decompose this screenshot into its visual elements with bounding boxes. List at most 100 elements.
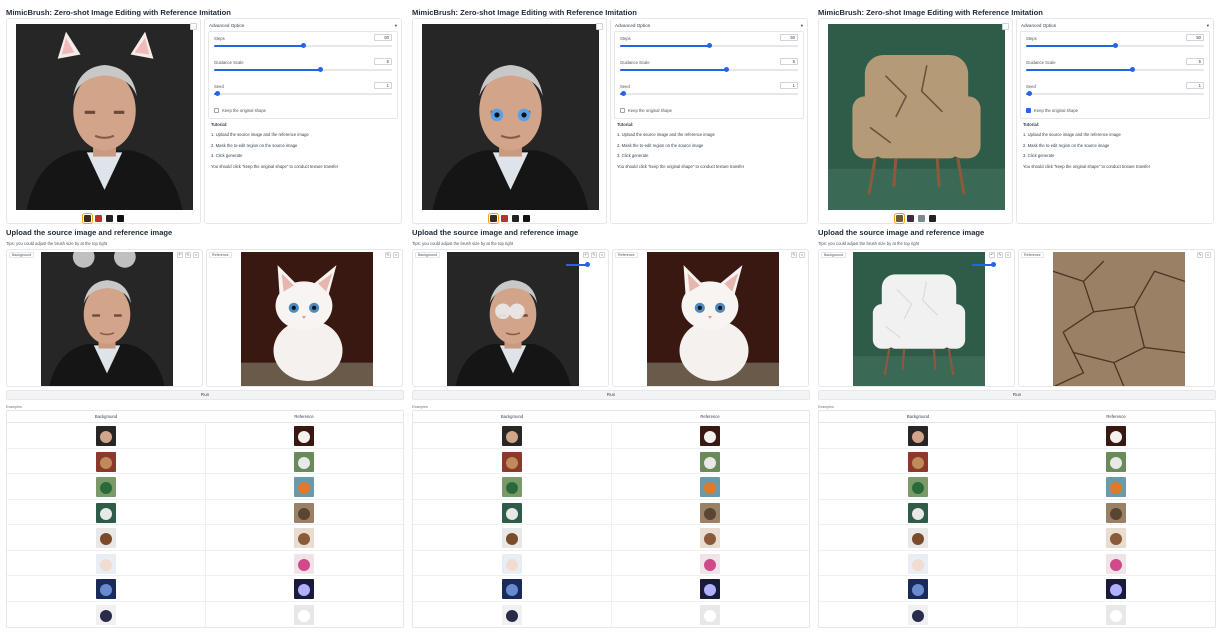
example-background-cell[interactable] <box>819 423 1018 448</box>
undo-icon[interactable]: ↶ <box>177 252 183 258</box>
example-background-thumb[interactable] <box>907 477 928 497</box>
example-background-cell[interactable] <box>819 499 1018 524</box>
keep-shape-checkbox[interactable] <box>620 108 625 113</box>
example-reference-cell[interactable] <box>1018 449 1216 474</box>
example-reference-cell[interactable] <box>1018 500 1216 525</box>
example-row[interactable] <box>819 601 1216 628</box>
guidance-scale-track[interactable] <box>620 67 798 72</box>
close-icon[interactable]: × <box>1005 252 1011 258</box>
example-row[interactable] <box>413 576 809 602</box>
example-reference-cell[interactable] <box>1018 602 1216 628</box>
example-reference-cell[interactable] <box>612 602 810 628</box>
example-reference-thumb[interactable] <box>1106 604 1127 625</box>
steps-number-input[interactable]: 50 <box>374 34 392 41</box>
guidance-scale-handle[interactable] <box>1130 67 1136 72</box>
reference-image[interactable] <box>1053 252 1185 386</box>
example-background-cell[interactable] <box>7 423 206 448</box>
example-background-thumb[interactable] <box>501 528 522 548</box>
steps-track[interactable] <box>620 43 798 48</box>
result-thumbnail[interactable] <box>487 213 499 224</box>
steps-handle[interactable] <box>1112 43 1118 48</box>
example-reference-thumb[interactable] <box>1106 528 1127 548</box>
run-button[interactable]: Run <box>412 390 810 400</box>
background-image[interactable] <box>41 252 173 386</box>
background-image-editor[interactable]: Background ↶ ✎ × <box>818 249 1015 387</box>
guidance-scale-track[interactable] <box>214 67 392 72</box>
example-reference-thumb[interactable] <box>1106 579 1127 599</box>
example-reference-cell[interactable] <box>1018 551 1216 576</box>
example-background-thumb[interactable] <box>501 451 522 472</box>
run-button[interactable]: Run <box>818 390 1216 400</box>
seed-number-input[interactable]: 1 <box>374 82 392 89</box>
example-row[interactable] <box>413 550 809 576</box>
example-row[interactable] <box>819 576 1215 602</box>
example-reference-cell[interactable] <box>612 525 810 550</box>
edit-icon[interactable]: ✎ <box>791 252 797 258</box>
seed-slider[interactable]: Seed 1 <box>618 82 800 106</box>
example-row[interactable] <box>7 474 403 500</box>
example-background-cell[interactable] <box>819 601 1018 627</box>
example-row[interactable] <box>413 474 809 500</box>
guidance-scale-number-input[interactable]: 5 <box>374 58 392 65</box>
example-reference-thumb[interactable] <box>700 528 721 548</box>
example-background-cell[interactable] <box>7 448 206 473</box>
example-background-thumb[interactable] <box>907 553 928 574</box>
example-reference-cell[interactable] <box>206 602 404 628</box>
example-row[interactable] <box>819 525 1215 551</box>
example-background-thumb[interactable] <box>907 502 928 523</box>
example-reference-cell[interactable] <box>1018 423 1216 448</box>
example-background-thumb[interactable] <box>501 553 522 574</box>
example-reference-thumb[interactable] <box>1106 477 1127 497</box>
example-row[interactable] <box>819 550 1216 576</box>
result-thumbnail[interactable] <box>81 213 93 224</box>
example-reference-cell[interactable] <box>612 474 810 499</box>
seed-track[interactable] <box>214 91 392 96</box>
example-reference-cell[interactable] <box>1018 576 1216 601</box>
edit-icon[interactable]: ✎ <box>1197 252 1203 258</box>
example-reference-thumb[interactable] <box>294 477 315 497</box>
close-icon[interactable]: × <box>193 252 199 258</box>
close-icon[interactable]: × <box>393 252 399 258</box>
example-background-cell[interactable] <box>413 576 612 601</box>
example-reference-cell[interactable] <box>206 551 404 576</box>
example-reference-thumb[interactable] <box>1106 502 1127 523</box>
example-row[interactable] <box>819 423 1215 449</box>
run-button[interactable]: Run <box>6 390 404 400</box>
example-reference-thumb[interactable] <box>1106 451 1127 472</box>
guidance-scale-number-input[interactable]: 5 <box>780 58 798 65</box>
example-background-cell[interactable] <box>7 550 206 575</box>
guidance-scale-track[interactable] <box>1026 67 1204 72</box>
example-row[interactable] <box>7 423 403 449</box>
example-background-thumb[interactable] <box>95 426 116 446</box>
example-reference-cell[interactable] <box>1018 525 1216 550</box>
example-reference-cell[interactable] <box>206 423 404 448</box>
chevron-down-icon[interactable]: ▾ <box>394 23 397 28</box>
example-background-thumb[interactable] <box>907 451 928 472</box>
reference-image[interactable] <box>241 252 373 386</box>
example-reference-cell[interactable] <box>206 474 404 499</box>
example-reference-thumb[interactable] <box>294 426 315 446</box>
example-reference-cell[interactable] <box>612 449 810 474</box>
example-reference-thumb[interactable] <box>700 502 721 523</box>
guidance-scale-handle[interactable] <box>724 67 730 72</box>
example-reference-thumb[interactable] <box>700 604 721 625</box>
result-thumbnail[interactable] <box>522 215 530 222</box>
advanced-option-accordion[interactable]: Advanced Option ▾ <box>615 23 803 29</box>
example-row[interactable] <box>7 448 404 474</box>
example-background-cell[interactable] <box>413 499 612 524</box>
example-background-cell[interactable] <box>7 474 206 499</box>
guidance-scale-slider[interactable]: Guidance Scale 5 <box>212 58 394 82</box>
example-reference-thumb[interactable] <box>294 451 315 472</box>
example-background-cell[interactable] <box>413 423 612 448</box>
download-icon[interactable] <box>190 23 197 30</box>
result-thumbnail[interactable] <box>511 215 519 222</box>
example-reference-thumb[interactable] <box>294 528 315 548</box>
steps-number-input[interactable]: 50 <box>1186 34 1204 41</box>
example-background-cell[interactable] <box>413 448 612 473</box>
example-background-cell[interactable] <box>819 448 1018 473</box>
example-reference-cell[interactable] <box>206 449 404 474</box>
steps-handle[interactable] <box>300 43 306 48</box>
example-background-cell[interactable] <box>7 525 206 550</box>
brush-icon[interactable]: ✎ <box>591 252 597 258</box>
keep-shape-checkbox[interactable] <box>1026 108 1031 113</box>
